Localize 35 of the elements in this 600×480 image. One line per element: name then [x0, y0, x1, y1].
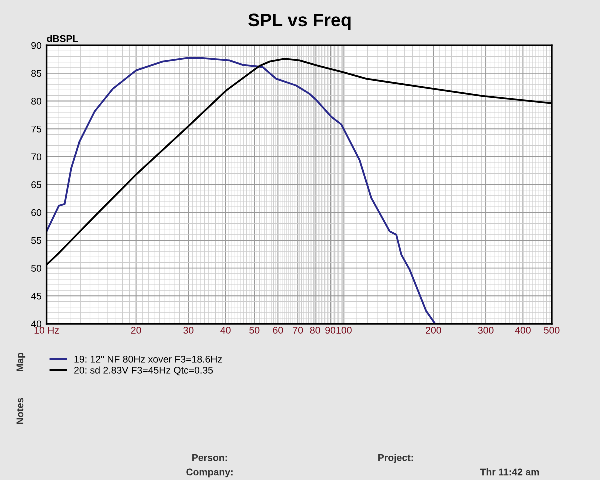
x-tick-label: 20	[131, 327, 142, 334]
y-tick-label: 45	[31, 292, 42, 300]
y-tick-label: 50	[32, 265, 42, 272]
y-axis-title: dBSPL	[47, 35, 78, 42]
y-tick-label: 40	[31, 320, 42, 328]
y-tick-label: 80	[32, 98, 42, 105]
text: Thr 11:42 am	[480, 468, 540, 476]
text: Notes	[16, 398, 24, 424]
x-tick-label: 300	[478, 327, 494, 334]
x-tick-label: 60	[273, 327, 284, 334]
chart-title: SPL vs Freq	[248, 14, 351, 30]
y-tick-label: 55	[32, 237, 42, 244]
y-tick-label: 70	[32, 154, 42, 161]
y-tick-label: 85	[32, 70, 42, 78]
text: Person:	[192, 454, 228, 462]
x-tick-label: 500	[544, 327, 560, 334]
legend-label: 20: sd 2.83V F3=45Hz Qtc=0.35	[74, 366, 214, 376]
y-tick-label: 75	[32, 126, 42, 133]
y-tick-label: 65	[32, 182, 42, 188]
x-tick-label: 30	[184, 327, 194, 334]
x-tick-label: 10 Hz	[34, 327, 60, 334]
x-tick-label: 80	[310, 327, 320, 334]
x-tick-label: 50	[250, 327, 260, 334]
text: Company:	[186, 468, 233, 478]
x-tick-label: 90	[326, 327, 336, 334]
x-tick-label: 100	[336, 327, 352, 334]
x-tick-label: 400	[515, 327, 531, 334]
text: Project:	[378, 454, 414, 464]
y-tick-label: 60	[32, 209, 42, 216]
legend-label: 19: 12" NF 80Hz xover F3=18.6Hz	[74, 356, 222, 363]
x-tick-label: 200	[426, 327, 442, 334]
x-tick-label: 40	[220, 327, 231, 334]
text: Map	[16, 352, 26, 372]
y-tick-label: 90	[32, 42, 42, 50]
x-tick-label: 70	[293, 327, 304, 334]
